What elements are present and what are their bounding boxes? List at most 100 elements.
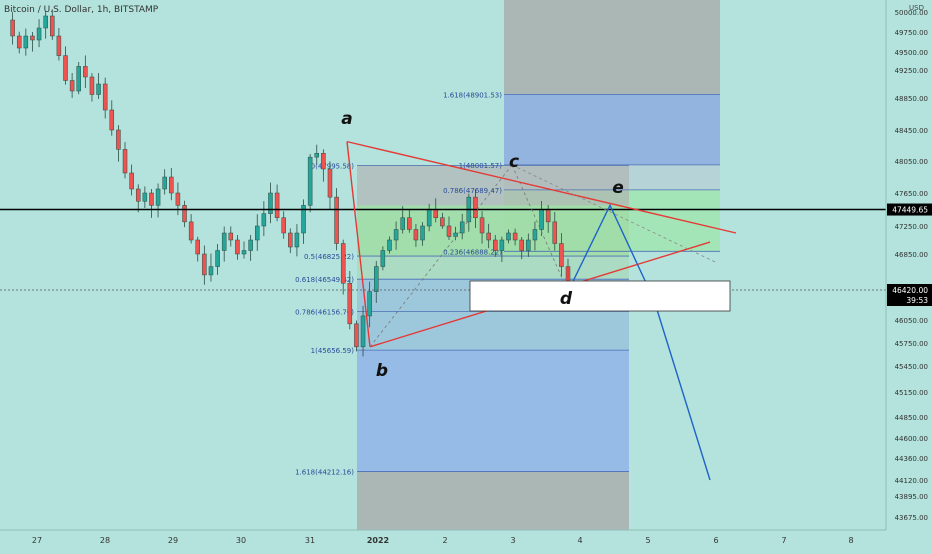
time-tick-label: 7 [781, 536, 786, 545]
candle-body [321, 153, 326, 170]
wave-label-e: e [612, 178, 624, 198]
price-tick-label: 46850.00 [895, 251, 928, 259]
candle-body [459, 221, 465, 234]
candle-body [360, 315, 366, 348]
time-tick-label: 5 [645, 536, 650, 545]
current-price-badge-label: 47449.65 [892, 206, 928, 215]
time-tick-label: 30 [236, 536, 246, 545]
candle-body [413, 229, 419, 241]
price-axis-bg [886, 0, 932, 550]
annotation-box [469, 280, 731, 312]
candle-body [374, 266, 379, 292]
wave-c-d-dashed [511, 164, 569, 292]
fib-right-level-label: 0.236(46888.22) [443, 248, 502, 256]
price-tick-label: 48850.00 [895, 95, 928, 103]
candle-body [162, 176, 167, 190]
candle-body [30, 35, 35, 41]
candle-body [407, 217, 412, 230]
candle-body [16, 35, 22, 49]
price-tick-label: 45750.00 [895, 340, 928, 348]
triangle-upper-line [346, 140, 737, 234]
time-tick-label: 3 [510, 536, 515, 545]
fib-right-level-label: 1.618(48901.53) [443, 91, 502, 99]
candle-body [221, 232, 227, 251]
wave-label-b: b [376, 361, 388, 381]
candle-body [512, 232, 518, 241]
candle-body [420, 225, 425, 241]
candle-body [135, 188, 141, 202]
candle-body [486, 232, 491, 241]
candle-body [228, 232, 234, 241]
candle-body [506, 232, 511, 241]
price-tick-label: 45450.00 [895, 363, 928, 371]
price-tick-label: 43895.00 [895, 493, 928, 501]
candle-body [354, 323, 359, 348]
candle-body [314, 153, 320, 158]
candle-body [195, 239, 200, 255]
last-price-countdown: 39:53 [906, 296, 928, 305]
time-tick-label: 4 [577, 536, 582, 545]
wave-c-ext-dashed [511, 164, 717, 263]
candle-body [400, 217, 405, 230]
candle-body [493, 239, 498, 251]
candle-body [274, 192, 280, 218]
candle-body [519, 239, 524, 251]
candle-body [116, 129, 121, 150]
candle-body [63, 55, 68, 81]
price-tick-label: 49500.00 [895, 49, 928, 57]
price-tick-label: 49750.00 [895, 29, 928, 37]
candle-body [10, 19, 15, 37]
price-tick-label: 49250.00 [895, 67, 928, 75]
candle-body [268, 192, 273, 214]
candle-body [294, 232, 300, 248]
time-tick-label: 27 [32, 536, 42, 545]
candle-body [307, 156, 313, 206]
wave-label-a: a [341, 109, 352, 129]
candle-body [235, 239, 240, 255]
candle-body [393, 229, 399, 241]
candle-body [440, 217, 445, 227]
currency-label: USD [909, 4, 924, 12]
projection-path [567, 203, 711, 481]
candle-body [202, 253, 207, 276]
candle-body [182, 205, 187, 223]
candle-body [499, 239, 505, 251]
candle-body [539, 209, 544, 230]
price-tick-label: 46050.00 [895, 317, 928, 325]
wave-label-c: c [509, 152, 519, 172]
time-tick-label: 2 [442, 536, 447, 545]
time-tick-label: 2022 [367, 536, 389, 545]
candle-body [301, 205, 306, 234]
candle-body [334, 196, 339, 244]
price-tick-label: 47250.00 [895, 223, 928, 231]
time-tick-label: 29 [168, 536, 178, 545]
wave-label-d: d [560, 289, 573, 309]
candle-body [347, 283, 353, 325]
candle-body [387, 239, 392, 251]
candle-body [559, 243, 564, 267]
wave-b-c-dashed [369, 164, 513, 348]
candle-body [367, 291, 372, 317]
time-tick-label: 6 [713, 536, 718, 545]
fib-left-blue-zone [357, 350, 629, 472]
fib-left-level-label: 0(47995.58) [311, 162, 355, 170]
candle-body [288, 232, 293, 248]
candle-body [175, 192, 181, 206]
candle-body [155, 188, 161, 206]
price-tick-label: 47650.00 [895, 190, 928, 198]
last-price-badge-label: 46420.00 [892, 286, 928, 295]
candle-body [281, 217, 286, 234]
candle-body [215, 250, 220, 267]
candle-body [102, 83, 108, 111]
time-tick-label: 28 [100, 536, 110, 545]
price-tick-label: 44360.00 [895, 455, 928, 463]
candle-body [208, 266, 214, 276]
candle-body [96, 83, 101, 95]
candle-body [545, 209, 551, 223]
candle-body [473, 196, 478, 218]
candle-body [248, 239, 253, 251]
candle-body [526, 239, 531, 251]
fib-left-level-label: 0.618(46549.42) [295, 276, 354, 284]
